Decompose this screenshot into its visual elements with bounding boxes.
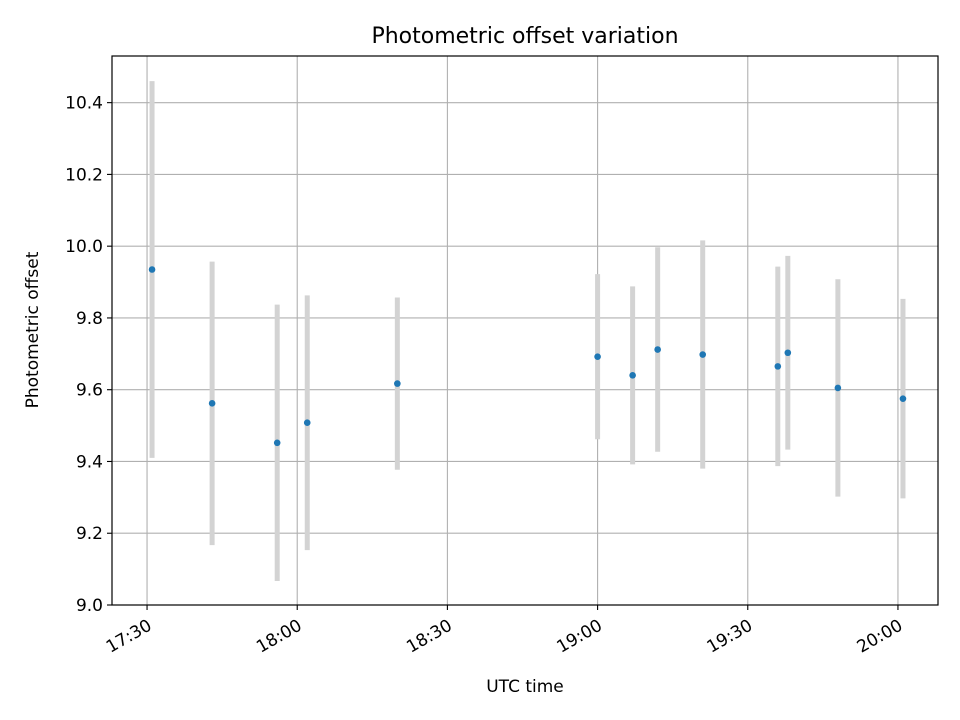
data-point: [208, 400, 216, 407]
data-point: [394, 380, 401, 387]
y-axis-label: Photometric offset: [23, 251, 43, 408]
data-point: [834, 384, 842, 392]
y-tick-label: 10.2: [65, 165, 103, 185]
data-point: [273, 439, 281, 447]
plot-area: [112, 56, 938, 605]
data-point: [148, 266, 156, 273]
x-axis-label: UTC time: [486, 677, 564, 697]
data-point: [629, 372, 636, 379]
y-tick-label: 9.4: [76, 452, 103, 472]
data-point: [654, 346, 661, 353]
y-tick-label: 9.2: [76, 524, 103, 544]
y-tick-label: 9.8: [76, 309, 103, 329]
chart-title: Photometric offset variation: [371, 24, 678, 49]
data-point: [699, 351, 707, 358]
data-point: [899, 395, 907, 402]
data-point: [303, 419, 311, 427]
data-point: [784, 349, 792, 357]
y-tick-label: 10.4: [65, 94, 103, 114]
data-point: [594, 353, 601, 360]
plot-frame: [111, 55, 939, 606]
y-tick-label: 9.0: [76, 596, 103, 616]
data-point: [774, 363, 782, 370]
y-tick-label: 9.6: [76, 381, 103, 401]
data-points: [148, 266, 907, 447]
grid-lines: [112, 56, 938, 606]
y-tick-label: 10.0: [65, 237, 103, 257]
